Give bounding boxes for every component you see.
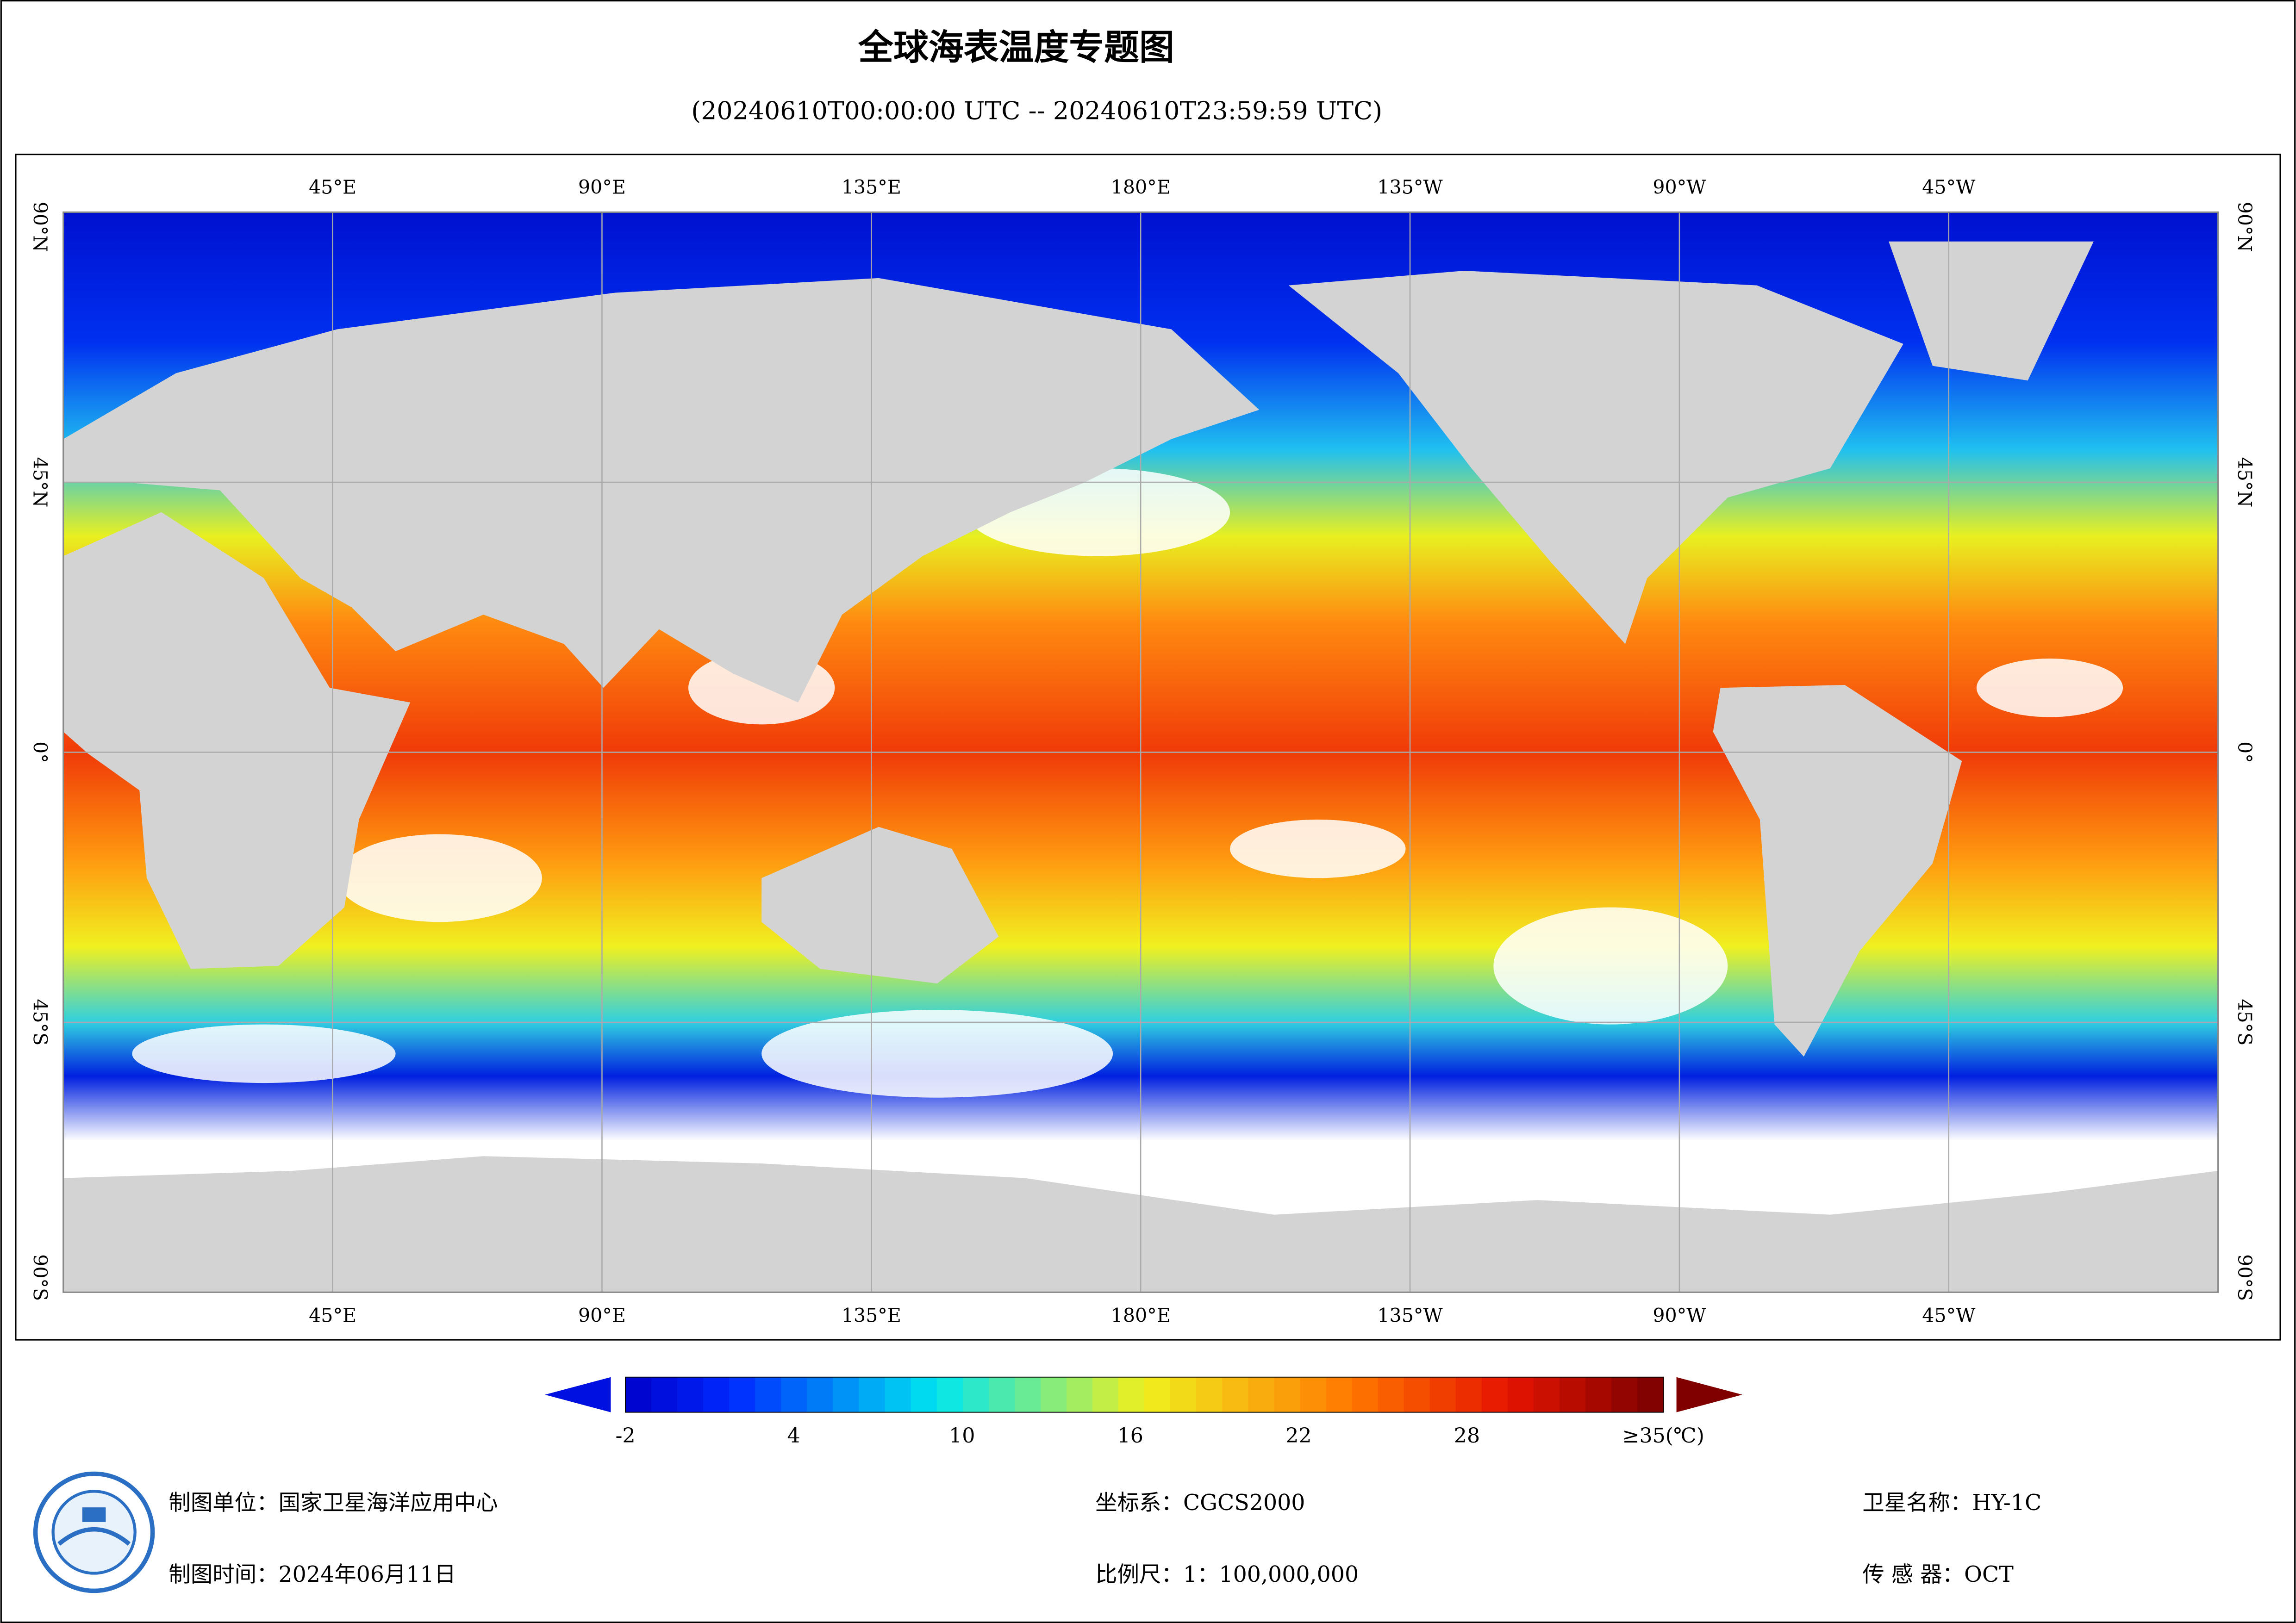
colorbar-step	[1559, 1377, 1586, 1412]
lon-label-top: 45°W	[1922, 176, 1976, 198]
lon-label-bottom: 180°E	[1111, 1305, 1171, 1327]
lon-label-top: 45°E	[309, 176, 356, 198]
colorbar-step	[1611, 1377, 1638, 1412]
lon-label-top: 135°E	[842, 176, 901, 198]
colorbar-step	[1585, 1377, 1612, 1412]
lat-label-right: 90°S	[2234, 1254, 2256, 1301]
colorbar-step	[1196, 1377, 1223, 1412]
colorbar-step	[1481, 1377, 1509, 1412]
colorbar: -2 4 10 16 22 28 ≥35(℃)	[545, 1376, 1742, 1448]
colorbar-step	[1222, 1377, 1249, 1412]
colorbar-step	[1507, 1377, 1535, 1412]
colorbar-step	[1637, 1377, 1664, 1412]
colorbar-tick-label: 28	[1454, 1424, 1480, 1448]
lat-label-right: 0°	[2234, 741, 2256, 763]
lon-label-bottom: 135°E	[842, 1305, 901, 1327]
colorbar-step	[781, 1377, 808, 1412]
colorbar-step	[1352, 1377, 1379, 1412]
graticule	[63, 212, 2218, 1293]
colorbar-step	[962, 1377, 990, 1412]
colorbar-step	[859, 1377, 886, 1412]
colorbar-step	[1066, 1377, 1093, 1412]
colorbar-outline	[625, 1376, 1664, 1413]
colorbar-step	[911, 1377, 938, 1412]
colorbar-step	[1274, 1377, 1301, 1412]
lat-label-left: 0°	[29, 741, 51, 763]
colorbar-step	[936, 1377, 964, 1412]
lon-label-top: 180°E	[1111, 176, 1171, 198]
satellite: 卫星名称：HY-1C	[1862, 1490, 2041, 1516]
lon-label-bottom: 90°E	[578, 1305, 626, 1327]
colorbar-step	[1378, 1377, 1405, 1412]
lat-label-left: 90°S	[29, 1254, 51, 1301]
lon-label-top: 135°W	[1377, 176, 1443, 198]
colorbar-tick-label: 10	[949, 1424, 975, 1448]
colorbar-step	[755, 1377, 782, 1412]
lon-label-bottom: 45°E	[309, 1305, 356, 1327]
lon-label-top: 90°E	[578, 176, 626, 198]
title: 全球海表温度专题图	[858, 27, 1174, 68]
colorbar-tick-label: -2	[615, 1424, 635, 1448]
colorbar-tick-label: 4	[787, 1424, 800, 1448]
lat-label-right: 45°S	[2234, 999, 2256, 1045]
colorbar-step	[1429, 1377, 1457, 1412]
lon-label-bottom: 45°W	[1922, 1305, 1976, 1327]
colorbar-step	[625, 1377, 652, 1412]
colorbar-step	[1533, 1377, 1560, 1412]
lon-label-top: 90°W	[1653, 176, 1706, 198]
colorbar-step	[1455, 1377, 1483, 1412]
colorbar-tick-label: 16	[1117, 1424, 1143, 1448]
colorbar-step	[885, 1377, 912, 1412]
producer: 制图单位：国家卫星海洋应用中心	[168, 1490, 498, 1516]
colorbar-step	[651, 1377, 678, 1412]
lat-label-left: 45°N	[29, 457, 51, 508]
map-frame	[15, 154, 2281, 1341]
lat-label-left: 45°S	[29, 999, 51, 1045]
logo	[33, 1471, 155, 1593]
colorbar-step	[677, 1377, 704, 1412]
scale: 比例尺：1：100,000,000	[1095, 1562, 1359, 1587]
colorbar-step	[1404, 1377, 1431, 1412]
colorbar-step	[1170, 1377, 1197, 1412]
lat-label-left: 90°N	[29, 202, 51, 252]
crs: 坐标系：CGCS2000	[1095, 1490, 1305, 1516]
map-border	[62, 211, 2219, 1293]
colorbar-step	[988, 1377, 1016, 1412]
colorbar-step	[1144, 1377, 1171, 1412]
colorbar-step	[833, 1377, 860, 1412]
map-area	[63, 212, 2218, 1293]
sensor: 传 感 器：OCT	[1862, 1562, 2014, 1587]
colorbar-over-arrow	[1676, 1377, 1742, 1412]
colorbar-step	[703, 1377, 730, 1412]
colorbar-step	[1326, 1377, 1353, 1412]
colorbar-step	[1092, 1377, 1119, 1412]
colorbar-under-arrow	[545, 1377, 611, 1412]
colorbar-step	[1118, 1377, 1145, 1412]
colorbar-tick-label: ≥35(℃)	[1622, 1424, 1704, 1448]
lon-label-bottom: 135°W	[1377, 1305, 1443, 1327]
cloud-cover	[132, 468, 2123, 1098]
colorbar-step	[807, 1377, 834, 1412]
colorbar-step	[1248, 1377, 1275, 1412]
subtitle: (20240610T00:00:00 UTC -- 20240610T23:59…	[691, 96, 1382, 125]
lat-label-right: 90°N	[2234, 202, 2256, 252]
colorbar-step	[1300, 1377, 1327, 1412]
lon-label-bottom: 90°W	[1653, 1305, 1706, 1327]
lat-label-right: 45°N	[2234, 457, 2256, 508]
production-date: 制图时间：2024年06月11日	[168, 1562, 456, 1587]
colorbar-tick-label: 22	[1285, 1424, 1311, 1448]
colorbar-step	[729, 1377, 756, 1412]
colorbar-step	[1040, 1377, 1067, 1412]
colorbar-step	[1014, 1377, 1042, 1412]
